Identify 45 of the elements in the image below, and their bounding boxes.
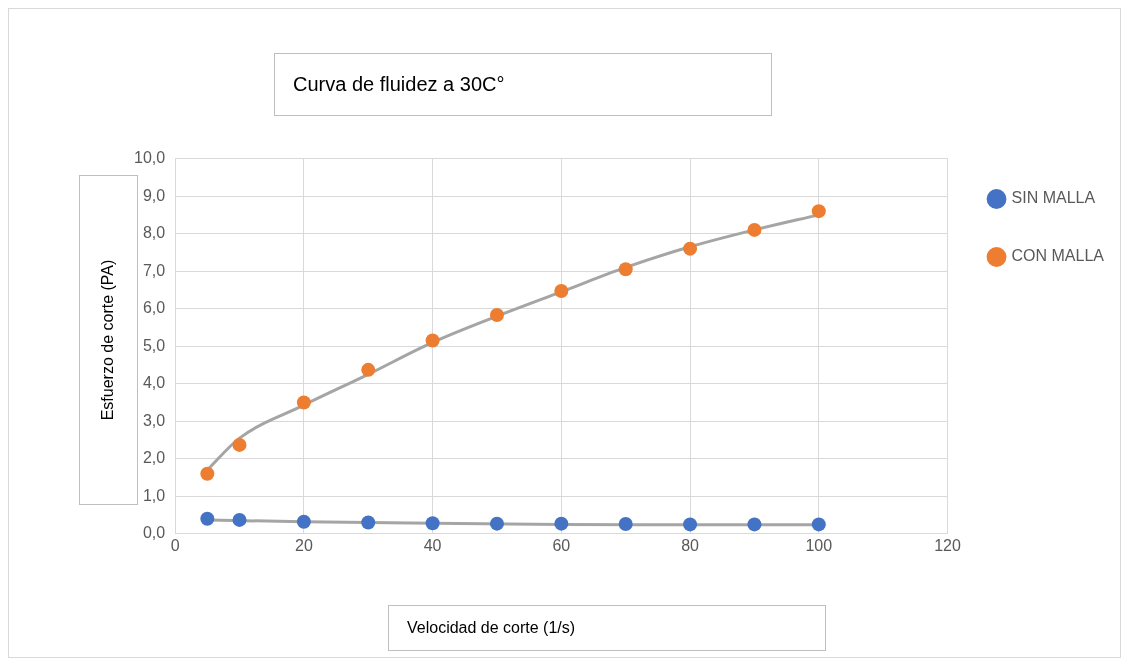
point: [425, 333, 440, 348]
point: [747, 222, 762, 237]
y-tick-label: 7,0: [142, 261, 166, 279]
point: [489, 308, 504, 323]
x-tick-label: 40: [423, 536, 442, 554]
y-tick-label: 4,0: [142, 374, 166, 392]
point: [361, 515, 376, 530]
point: [296, 514, 311, 529]
y-tick-label: 1,0: [142, 486, 166, 504]
point: [747, 517, 762, 532]
x-tick-label: 0: [170, 536, 180, 554]
point: [200, 466, 215, 481]
legend-label: SIN MALLA: [1011, 189, 1096, 207]
point: [232, 512, 247, 527]
y-tick-label: 5,0: [142, 336, 166, 354]
y-tick-label: 10,0: [134, 149, 166, 167]
y-tick-label: 9,0: [142, 186, 166, 204]
point: [811, 517, 826, 532]
point: [683, 241, 698, 256]
y-tick-label: 2,0: [142, 449, 166, 467]
x-tick-label: 120: [934, 536, 961, 554]
x-tick-label: 80: [681, 536, 700, 554]
x-axis-title: Velocidad de corte (1/s): [388, 605, 826, 651]
x-tick-label: 20: [294, 536, 313, 554]
point: [811, 204, 826, 219]
point: [425, 516, 440, 531]
point: [296, 395, 311, 410]
point: [618, 517, 633, 532]
y-tick-label: 3,0: [142, 411, 166, 429]
x-tick-label: 100: [805, 536, 833, 554]
point: [489, 516, 504, 531]
y-tick-label: 6,0: [142, 299, 166, 317]
point: [554, 516, 569, 531]
point: [200, 511, 215, 526]
legend-label: CON MALLA: [1011, 247, 1105, 265]
y-tick-label: 0,0: [142, 524, 166, 542]
point: [554, 284, 569, 299]
point: [618, 262, 633, 277]
y-tick-label: 8,0: [142, 224, 166, 242]
chart-title: Curva de fluidez a 30C°: [274, 53, 772, 116]
y-axis-title: Esfuerzo de corte (PA): [99, 259, 118, 421]
point: [683, 517, 698, 532]
point: [361, 362, 376, 377]
point: [232, 437, 247, 452]
x-tick-label: 60: [552, 536, 571, 554]
